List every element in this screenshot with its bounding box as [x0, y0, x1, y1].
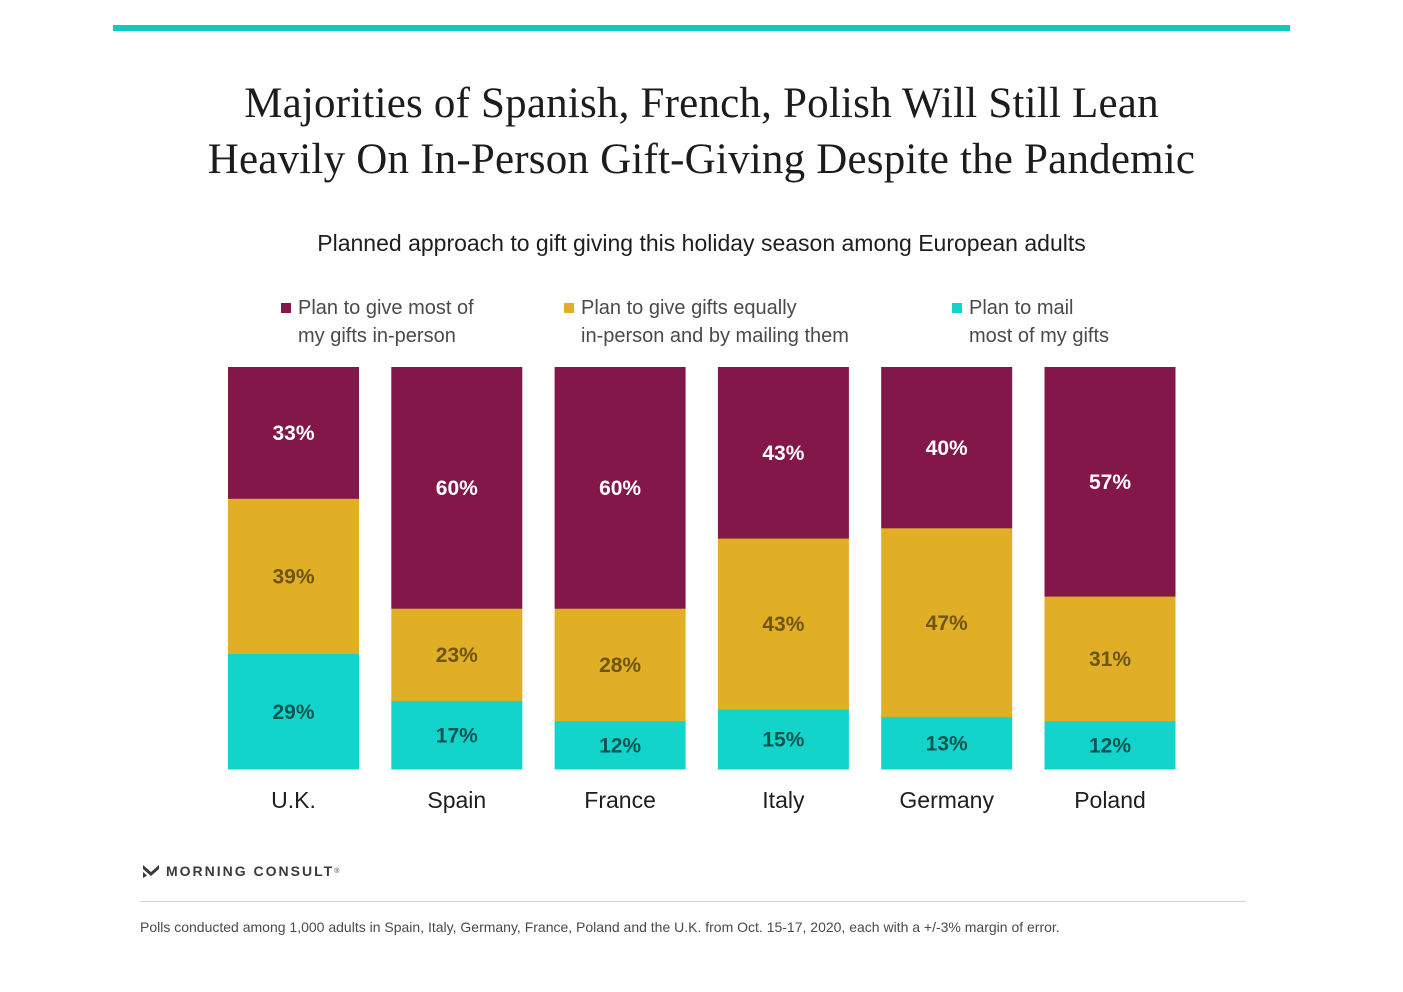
bar-segment-germany-mail: [881, 716, 1013, 770]
data-label-poland-in-person: 57%: [1089, 471, 1131, 494]
legend-item-equally: Plan to give gifts equally in-person and…: [564, 294, 849, 350]
legend-label-in-person: Plan to give most of my gifts in-person: [298, 294, 474, 350]
legend-label-line: most of my gifts: [969, 325, 1110, 347]
bar-segment-italy-in-person: [717, 367, 849, 539]
data-label-spain-in-person: 60%: [436, 477, 478, 500]
legend-item-mail: Plan to mail most of my gifts: [952, 294, 1109, 350]
legend-label-line: Plan to give gifts equally: [581, 297, 797, 319]
bar-segment-france-in-person: [554, 367, 686, 609]
data-label-france-in-person: 60%: [599, 477, 641, 500]
legend-label-line: Plan to mail: [969, 297, 1074, 319]
data-label-italy-mail: 15%: [762, 729, 804, 752]
data-label-u-k-mail: 29%: [272, 701, 314, 724]
chart-title-line-1: Majorities of Spanish, French, Polish Wi…: [244, 80, 1159, 127]
chart-title: Majorities of Spanish, French, Polish Wi…: [0, 76, 1403, 188]
bar-segment-spain-mail: [391, 700, 523, 770]
data-label-spain-equally: 23%: [436, 644, 478, 667]
bar-segment-spain-in-person: [391, 367, 523, 609]
top-accent-rule: [113, 25, 1290, 31]
morning-consult-logo: MORNING CONSULT ®: [142, 860, 339, 882]
data-label-poland-equally: 31%: [1089, 648, 1131, 671]
legend-swatch-equally: [564, 303, 574, 313]
data-label-germany-equally: 47%: [926, 612, 968, 635]
chart-title-line-2: Heavily On In-Person Gift-Giving Despite…: [207, 136, 1196, 183]
data-label-poland-mail: 12%: [1089, 734, 1131, 757]
bar-segment-italy-equally: [717, 538, 849, 710]
brand-name: MORNING CONSULT: [166, 863, 335, 879]
data-label-france-equally: 28%: [599, 654, 641, 677]
legend-swatch-in-person: [281, 303, 291, 313]
chart-subtitle: Planned approach to gift giving this hol…: [317, 230, 1086, 256]
data-label-germany-mail: 13%: [926, 732, 968, 755]
bar-segment-poland-in-person: [1044, 367, 1176, 597]
bar-segment-poland-equally: [1044, 596, 1176, 722]
legend-label-mail: Plan to mail most of my gifts: [969, 294, 1109, 350]
methodology-note: Polls conducted among 1,000 adults in Sp…: [140, 919, 1060, 935]
data-label-italy-in-person: 43%: [762, 442, 804, 465]
bar-segment-spain-equally: [391, 608, 523, 702]
category-label-france: France: [584, 787, 656, 813]
category-label-germany: Germany: [899, 787, 994, 813]
bar-segment-france-equally: [554, 608, 686, 722]
data-label-france-mail: 12%: [599, 734, 641, 757]
legend-label-line: my gifts in-person: [298, 325, 456, 347]
legend-label-line: Plan to give most of: [298, 297, 474, 319]
category-label-italy: Italy: [762, 787, 805, 813]
data-label-u-k-in-person: 33%: [272, 422, 314, 445]
legend-swatch-mail: [952, 303, 962, 313]
bar-segment-u-k-equally: [228, 498, 359, 654]
bar-segment-germany-equally: [881, 527, 1013, 718]
bar-segment-poland-mail: [1044, 720, 1176, 770]
bar-segment-france-mail: [554, 720, 686, 770]
legend-label-line: in-person and by mailing them: [581, 325, 849, 347]
category-label-u-k: U.K.: [271, 787, 316, 813]
category-label-poland: Poland: [1074, 787, 1146, 813]
data-label-italy-equally: 43%: [762, 613, 804, 636]
data-label-germany-in-person: 40%: [926, 437, 968, 460]
morning-consult-mark-icon: [143, 865, 159, 878]
bar-segment-u-k-in-person: [228, 367, 359, 499]
legend-item-in-person: Plan to give most of my gifts in-person: [281, 294, 474, 350]
bar-segment-u-k-mail: [228, 653, 359, 770]
brand-trademark: ®: [334, 867, 340, 875]
data-label-u-k-equally: 39%: [272, 566, 314, 589]
legend-label-equally: Plan to give gifts equally in-person and…: [581, 294, 849, 350]
footer-divider: [140, 901, 1246, 902]
category-label-spain: Spain: [427, 787, 486, 813]
data-label-spain-mail: 17%: [436, 724, 478, 747]
bar-segment-italy-mail: [717, 709, 849, 770]
bar-segment-germany-in-person: [881, 367, 1013, 529]
